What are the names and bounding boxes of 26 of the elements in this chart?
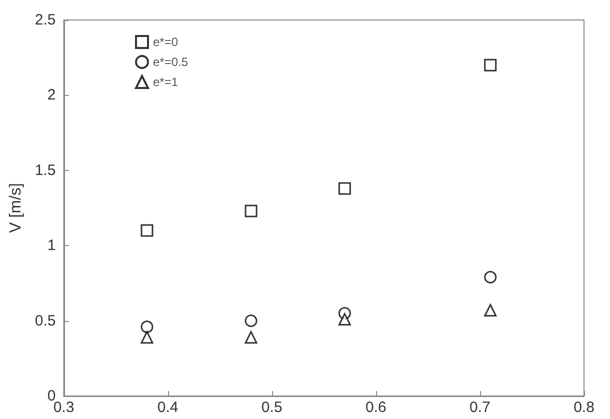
point <box>338 182 351 195</box>
point <box>484 304 497 317</box>
point <box>140 224 154 237</box>
x-tick-label: 0.3 <box>53 399 74 416</box>
y-tick-label: 0.5 <box>34 312 56 330</box>
y-tick-label: 2.5 <box>34 12 56 28</box>
y-tick-label: 2 <box>47 86 56 104</box>
point <box>244 331 258 344</box>
point <box>338 313 351 326</box>
point <box>244 204 258 218</box>
point <box>140 320 154 334</box>
point <box>484 270 497 284</box>
point <box>140 331 154 344</box>
y-axis-title: V [m/s] <box>8 183 24 233</box>
y-tick-label: 1 <box>47 237 56 254</box>
x-tick-label: 0.6 <box>365 399 386 416</box>
legend-label: e*=0 <box>153 35 178 49</box>
point <box>244 314 258 328</box>
x-tick-label: 0.5 <box>261 399 282 416</box>
legend-label: e*=0.5 <box>153 55 188 69</box>
y-tick-label: 1.5 <box>34 162 56 179</box>
x-tick-label: 0.4 <box>157 399 178 416</box>
point <box>484 58 497 72</box>
legend-label: e*=1 <box>153 75 178 89</box>
x-tick-label: 0.8 <box>574 399 594 416</box>
x-tick-label: 0.7 <box>470 399 490 416</box>
